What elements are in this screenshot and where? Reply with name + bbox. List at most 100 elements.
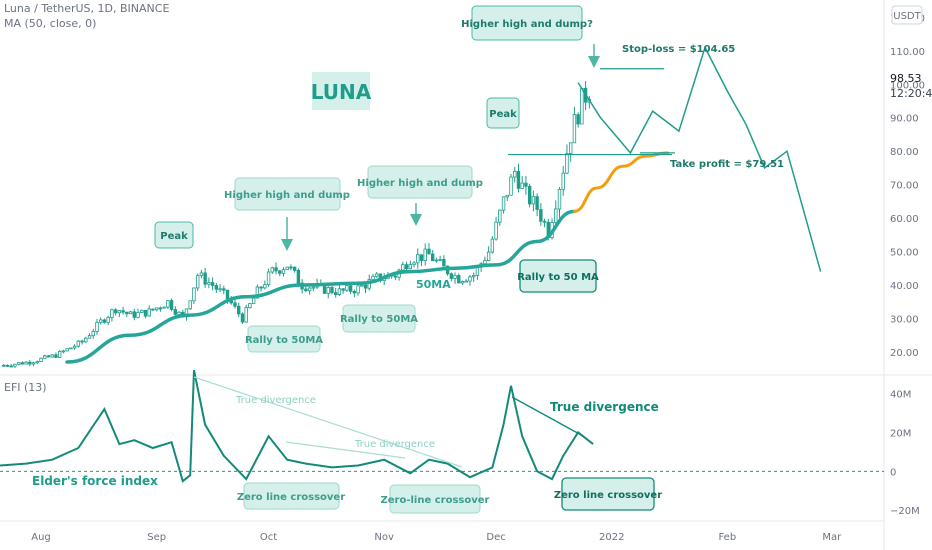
candle-body (568, 142, 573, 154)
candle-body (513, 170, 517, 178)
price-tick-label: 100.00 (890, 80, 925, 91)
take-profit-label: Take profit = $79.51 (670, 159, 784, 170)
time-tick-label: Feb (718, 532, 736, 543)
ma-label: 50MA (416, 278, 451, 291)
candle-body (255, 286, 260, 299)
candle-body (460, 281, 465, 284)
efi-axis[interactable]: 40M 20M 0 −20M (890, 390, 920, 518)
candle-body (69, 347, 73, 350)
price-tick-label: 70.00 (890, 181, 919, 192)
candle-body (311, 286, 316, 289)
time-tick-label: Oct (260, 532, 277, 543)
candle-body (106, 317, 110, 323)
candle-body (259, 286, 263, 289)
true-divergence-line-2 (285, 441, 406, 459)
candle-body (393, 275, 398, 278)
candle-body (61, 350, 66, 353)
candle-body (371, 275, 375, 280)
candle-body (475, 266, 480, 276)
callout-text: Zero line crossover (554, 490, 662, 501)
callout-rally-2: Rally to 50MA (340, 304, 418, 333)
candle-body (218, 288, 222, 291)
candle-body (46, 355, 51, 358)
currency-badge[interactable]: USDT (891, 5, 923, 25)
candle-body (438, 259, 442, 261)
candle-body (169, 300, 174, 310)
time-tick-label: Mar (822, 532, 842, 543)
efi-indicator-title[interactable]: EFI (13) (4, 381, 47, 394)
candle-body (87, 335, 92, 339)
candle-body (408, 264, 412, 270)
candle-body (110, 309, 114, 318)
candle-body (2, 364, 6, 367)
candle-body (233, 302, 237, 307)
candle-body (263, 284, 267, 289)
candle-body (154, 307, 159, 311)
callout-higher-high-1: Higher high and dump (224, 177, 350, 211)
price-tick-label: 20.00 (890, 348, 919, 359)
true-divergence-label-1: True divergence (235, 395, 316, 406)
luna-title: LUNA (311, 72, 372, 110)
candle-body (102, 319, 107, 323)
candle-body (210, 282, 215, 286)
true-divergence-line-3 (511, 396, 584, 437)
candle-body (561, 172, 565, 190)
time-tick-label: Sep (147, 532, 166, 543)
candle-body (99, 319, 103, 323)
price-axis[interactable]: 120.00110.00100.0090.0080.0070.0060.0050… (890, 13, 925, 359)
callout-text: Higher high and dump? (461, 19, 593, 30)
candle-body (580, 87, 584, 125)
candle-body (520, 182, 524, 189)
candle-body (557, 188, 562, 210)
candle-body (91, 331, 95, 337)
candle-body (490, 238, 495, 253)
callout-text: Higher high and dump (357, 178, 483, 189)
ma-indicator-title[interactable]: MA (50, close, 0) (4, 17, 97, 30)
candle-body (31, 362, 36, 365)
candle-body (442, 259, 446, 267)
true-divergence-label-3: True divergence (550, 400, 659, 414)
candle-body (162, 306, 166, 309)
candle-body (404, 264, 409, 270)
candle-body (281, 269, 286, 274)
candle-body (345, 285, 349, 291)
candle-body (494, 221, 498, 240)
candle-body (401, 264, 405, 271)
candle-body (244, 307, 248, 323)
candle-body (121, 310, 125, 313)
candle-body (143, 309, 148, 317)
symbol-title[interactable]: Luna / TetherUS, 1D, BINANCE (4, 2, 170, 15)
candle-body (13, 363, 17, 367)
candle-body (509, 176, 513, 196)
candle-body (423, 248, 427, 261)
efi-tick-label: 20M (890, 428, 911, 439)
true-divergence-line-1 (193, 376, 463, 468)
candle-body (363, 284, 368, 289)
candle-body (237, 305, 241, 315)
candle-body (539, 209, 543, 222)
candle-body (203, 272, 207, 285)
efi-tick-label: −20M (890, 506, 920, 517)
last-price-label: 98.53 (890, 72, 922, 85)
candle-body (464, 280, 468, 283)
callout-peak-1: Peak (154, 221, 194, 249)
time-axis[interactable]: Aug Sep Oct Nov Dec 2022 Feb Mar (31, 532, 842, 543)
candle-body (80, 340, 84, 343)
price-tick-label: 30.00 (890, 314, 919, 325)
candle-body (251, 297, 256, 304)
candle-body (292, 266, 297, 271)
candle-body (136, 312, 140, 318)
callout-rally-3: Rally to 50 MA (517, 259, 599, 293)
price-tick-label: 90.00 (890, 114, 919, 125)
candle-body (419, 254, 424, 261)
candle-body (132, 311, 136, 318)
candle-body (430, 253, 435, 262)
candle-body (199, 272, 204, 277)
candle-body (296, 269, 301, 284)
countdown-label: 12:20:44 (890, 87, 932, 100)
candle-body (352, 291, 357, 294)
candle-body (524, 182, 528, 187)
efi-tick-label: 0 (890, 467, 896, 478)
candle-body (65, 348, 69, 352)
price-tick-label: 80.00 (890, 147, 919, 158)
